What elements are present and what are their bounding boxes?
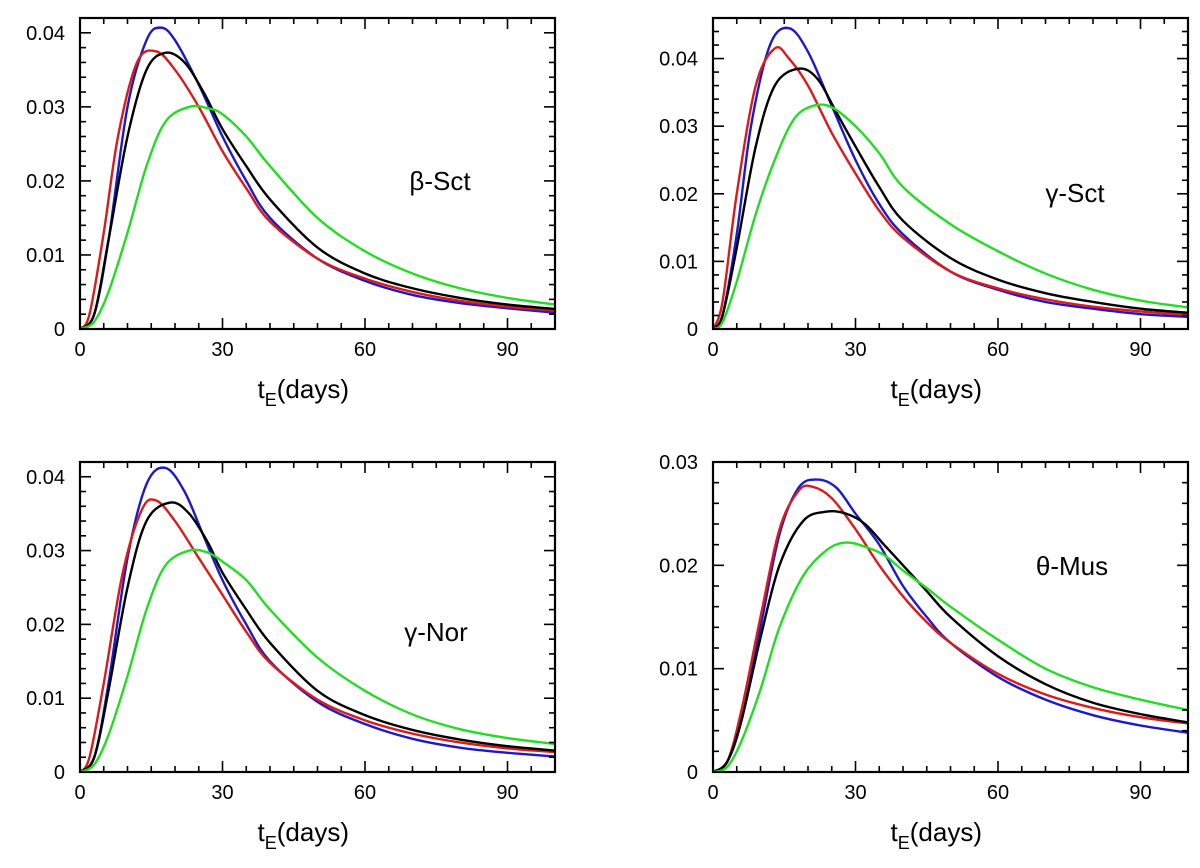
x-tick-label: 90 — [496, 782, 518, 804]
x-tick-label: 90 — [1129, 782, 1151, 804]
y-tick-label: 0.04 — [659, 49, 698, 71]
plot-curves — [713, 26, 1188, 329]
series-green-curve — [80, 548, 555, 772]
panel-gamma-nor: 0 30 60 90 0 0.01 0.02 0.03 0.04 tE(days) γ-Nor — [26, 460, 557, 853]
x-tick-label: 30 — [211, 782, 233, 804]
series-red-curve — [80, 498, 555, 772]
x-tick-label: 0 — [707, 782, 718, 804]
y-tick-label: 0.03 — [659, 116, 698, 138]
x-tick-label: 30 — [844, 782, 866, 804]
panel-annotation: γ-Sct — [1045, 178, 1105, 208]
panel-gamma-sct: 0 30 60 90 0 0.01 0.02 0.03 0.04 tE(days) γ-Sct — [659, 16, 1190, 410]
y-tick-label: 0.02 — [26, 171, 65, 193]
plot-curves — [80, 26, 555, 329]
x-axis-label: tE(days) — [891, 374, 983, 410]
plot-frame — [78, 460, 557, 774]
x-tick-label: 0 — [74, 339, 85, 361]
y-tick-label: 0.01 — [26, 688, 65, 710]
plot-curves — [80, 466, 555, 772]
x-tick-label: 90 — [1129, 339, 1151, 361]
x-tick-label: 60 — [354, 782, 376, 804]
panel-theta-mus: 0 30 60 90 0 0.01 0.02 0.03 tE(days) θ-Mus — [659, 452, 1190, 853]
panel-annotation: θ-Mus — [1036, 551, 1108, 581]
y-tick-label: 0.02 — [659, 555, 698, 577]
series-blue-curve — [713, 478, 1188, 772]
series-black-curve — [713, 67, 1188, 329]
panel-annotation: γ-Nor — [404, 617, 468, 647]
series-black-curve — [80, 51, 555, 329]
y-tick-label: 0.03 — [659, 452, 698, 474]
y-tick-label: 0 — [687, 319, 698, 341]
y-tick-label: 0.04 — [26, 23, 65, 45]
plot-frame — [78, 16, 557, 331]
series-red-curve — [713, 46, 1188, 329]
series-green-curve — [713, 541, 1188, 772]
x-axis-label: tE(days) — [891, 817, 983, 853]
series-red-curve — [80, 49, 555, 329]
series-black-curve — [713, 509, 1188, 772]
x-tick-label: 60 — [354, 339, 376, 361]
x-tick-label: 60 — [987, 339, 1009, 361]
y-tick-label: 0.01 — [659, 251, 698, 273]
series-black-curve — [80, 501, 555, 772]
y-tick-label: 0 — [54, 762, 65, 784]
series-red-curve — [713, 484, 1188, 772]
y-tick-label: 0.03 — [26, 541, 65, 563]
x-tick-label: 90 — [496, 339, 518, 361]
y-tick-label: 0.02 — [659, 184, 698, 206]
series-blue-curve — [80, 466, 555, 772]
series-green-curve — [713, 103, 1188, 329]
panel-beta-sct: 0 30 60 90 0 0.01 0.02 0.03 0.04 tE(days) β-Sct — [26, 16, 557, 410]
y-tick-label: 0.01 — [659, 659, 698, 681]
series-blue-curve — [80, 26, 555, 329]
y-tick-label: 0.02 — [26, 614, 65, 636]
x-axis-label: tE(days) — [258, 374, 350, 410]
x-axis-label: tE(days) — [258, 817, 350, 853]
x-tick-label: 30 — [211, 339, 233, 361]
plot-frame — [711, 16, 1190, 331]
y-tick-label: 0.01 — [26, 245, 65, 267]
panel-annotation: β-Sct — [409, 166, 471, 196]
x-tick-label: 0 — [707, 339, 718, 361]
y-tick-label: 0.03 — [26, 97, 65, 119]
x-tick-label: 0 — [74, 782, 85, 804]
x-tick-label: 30 — [844, 339, 866, 361]
y-tick-label: 0 — [54, 319, 65, 341]
y-tick-label: 0.04 — [26, 467, 65, 489]
series-green-curve — [80, 104, 555, 329]
x-tick-label: 60 — [987, 782, 1009, 804]
y-tick-label: 0 — [687, 762, 698, 784]
plot-curves — [713, 478, 1188, 772]
series-blue-curve — [713, 26, 1188, 329]
